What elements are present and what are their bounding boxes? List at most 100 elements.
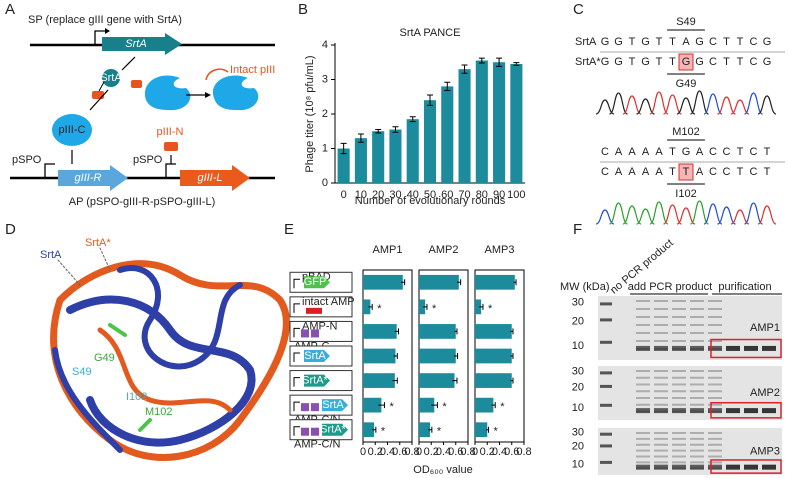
gene-arrow — [304, 374, 330, 387]
base: G — [601, 56, 610, 68]
base: G — [641, 56, 650, 68]
protein-band — [672, 455, 686, 458]
error-bar — [456, 279, 462, 286]
base: C — [709, 146, 717, 158]
intact-piii-label: Intact pIII — [230, 64, 275, 76]
marker-band — [600, 340, 612, 344]
error-bar — [478, 57, 485, 64]
gene-arrow — [322, 423, 348, 436]
product-band — [672, 408, 686, 414]
error-bar — [392, 377, 398, 384]
chromatogram-peak — [609, 202, 628, 225]
y-tick-label: 2 — [322, 108, 328, 120]
base: T — [669, 56, 676, 68]
protein-band — [708, 455, 722, 458]
panel-label: A — [5, 1, 15, 18]
gene-arrow — [102, 33, 182, 55]
protein-band — [690, 397, 704, 399]
base: A — [615, 166, 623, 178]
error-bar — [372, 426, 377, 433]
x-tick-label: 0.2 — [480, 446, 495, 458]
base: G — [682, 56, 691, 68]
promoter — [44, 163, 55, 178]
arrow — [121, 56, 136, 71]
base: G — [682, 146, 691, 158]
structure-ribbon — [50, 260, 290, 461]
x-tick-label: 20 — [372, 189, 384, 201]
base: C — [750, 146, 758, 158]
error-bar — [452, 377, 458, 384]
protein-band — [708, 383, 722, 386]
base: A — [696, 166, 704, 178]
structure-ribbon — [117, 265, 243, 370]
error-bar — [394, 328, 400, 335]
x-tick-label: 10 — [355, 189, 367, 201]
residue-label: M102 — [145, 406, 173, 418]
promoter — [293, 352, 300, 362]
protein-band — [672, 340, 686, 342]
chromatogram-peak — [649, 201, 669, 225]
product-band — [726, 408, 740, 414]
amp-part — [311, 329, 319, 338]
mw-tick: 10 — [572, 402, 584, 414]
error-bar — [357, 133, 364, 143]
protein-band — [654, 308, 668, 310]
protein-band — [672, 308, 686, 310]
protein-band — [672, 443, 686, 446]
protein-band — [636, 461, 650, 464]
residue-label: S49 — [676, 16, 696, 28]
base: G — [601, 36, 610, 48]
piii-c-label: pIII-C — [59, 124, 86, 136]
base: T — [764, 166, 771, 178]
y-tick-label: 0 — [322, 177, 328, 189]
chromatogram-peak — [690, 90, 709, 115]
error-bar — [375, 129, 382, 134]
bar — [363, 348, 396, 364]
product-band — [744, 345, 758, 351]
x-tick-label: 0.2 — [424, 446, 439, 458]
gene-arrow — [322, 399, 348, 412]
structure-ribbon — [97, 327, 233, 413]
protein-band — [708, 449, 722, 452]
gene-label: SrtA* — [320, 424, 346, 436]
x-tick-label: 50 — [424, 189, 436, 201]
base: G — [614, 36, 623, 48]
error-bar — [392, 126, 399, 133]
protein-band — [654, 376, 668, 379]
base: G — [641, 36, 650, 48]
bar — [419, 348, 456, 364]
base: A — [696, 146, 704, 158]
protein-band — [636, 455, 650, 458]
construct-label: intact AMP — [302, 296, 355, 308]
error-bar — [510, 353, 514, 359]
x-tick-label: 0 — [360, 446, 366, 458]
protein-band — [636, 443, 650, 446]
x-tick-label: 60 — [441, 189, 453, 201]
bar — [363, 422, 375, 438]
product-band — [708, 345, 722, 351]
y-axis-label: Phage titer (10⁸ pfu/mL) — [304, 55, 316, 172]
bar — [493, 62, 506, 183]
protein-band — [672, 390, 686, 393]
protein-label: SrtA — [100, 72, 122, 84]
x-tick-label: 0.8 — [516, 446, 531, 458]
construct-label: AMP-C/N — [294, 439, 341, 451]
bar — [475, 348, 512, 364]
protein-band — [654, 461, 668, 464]
product-band — [726, 345, 740, 351]
bar — [363, 324, 397, 339]
piii-c-protein — [144, 75, 191, 111]
bar — [423, 100, 437, 183]
significance: * — [500, 401, 505, 413]
chromatogram-peak — [622, 95, 642, 115]
promoter-label: pSPO — [12, 154, 42, 166]
gene-label: SrtA — [322, 399, 344, 411]
structure-ribbon — [52, 347, 123, 453]
base: A — [655, 166, 663, 178]
significance: * — [493, 426, 498, 438]
promoter-label: pSPO — [133, 154, 163, 166]
error-bar — [513, 62, 520, 66]
protein-band — [654, 370, 668, 372]
promoter — [293, 327, 300, 338]
x-tick-label: 0.2 — [368, 446, 383, 458]
